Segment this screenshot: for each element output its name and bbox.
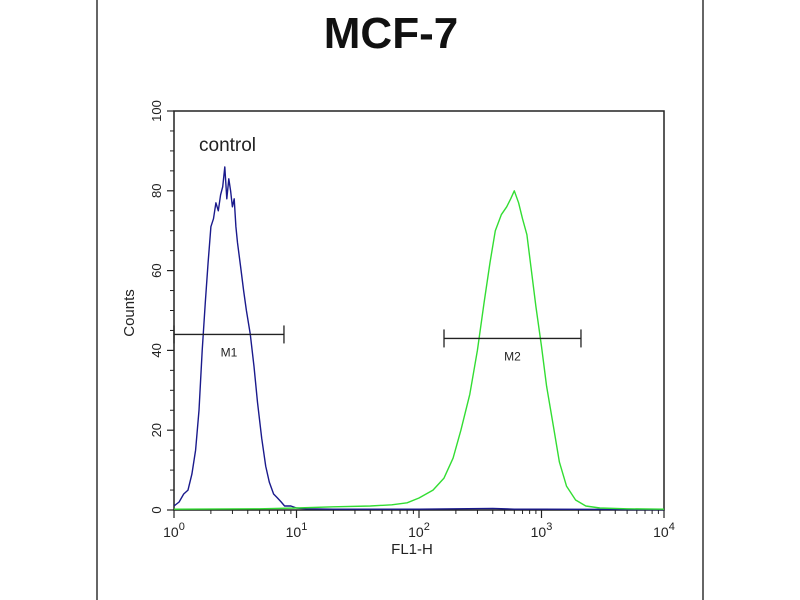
series-line-1 (173, 166, 665, 511)
y-tick-label: 80 (149, 184, 164, 198)
gate-label: M2 (504, 349, 521, 363)
x-tick-label: 101 (286, 521, 308, 540)
x-axis-label: FL1-H (391, 541, 433, 558)
y-tick-label: 60 (149, 263, 164, 277)
y-axis: 0 20 40 60 80 100 (149, 100, 174, 514)
y-tick-label: 40 (149, 343, 164, 357)
x-tick-label: 104 (653, 521, 675, 540)
plot-area (173, 110, 665, 511)
gate-label: M1 (221, 345, 238, 359)
y-tick-label: 100 (149, 100, 164, 122)
x-tick-label: 100 (163, 521, 185, 540)
series-layer (173, 166, 665, 511)
gate-m1: M1 (173, 325, 285, 359)
x-axis: 100 101 102 103 104 (163, 510, 675, 540)
y-tick-label: 0 (149, 506, 164, 513)
y-tick-label: 20 (149, 423, 164, 437)
y-axis-label: Counts (121, 289, 138, 337)
chart-title: MCF-7 (324, 9, 458, 58)
series-line-2 (173, 190, 665, 510)
x-tick-label: 103 (531, 521, 553, 540)
x-tick-label: 102 (408, 521, 430, 540)
gate-layer: M1 M2 (173, 325, 582, 363)
control-annotation: control (199, 135, 256, 156)
gate-m2: M2 (443, 329, 582, 363)
